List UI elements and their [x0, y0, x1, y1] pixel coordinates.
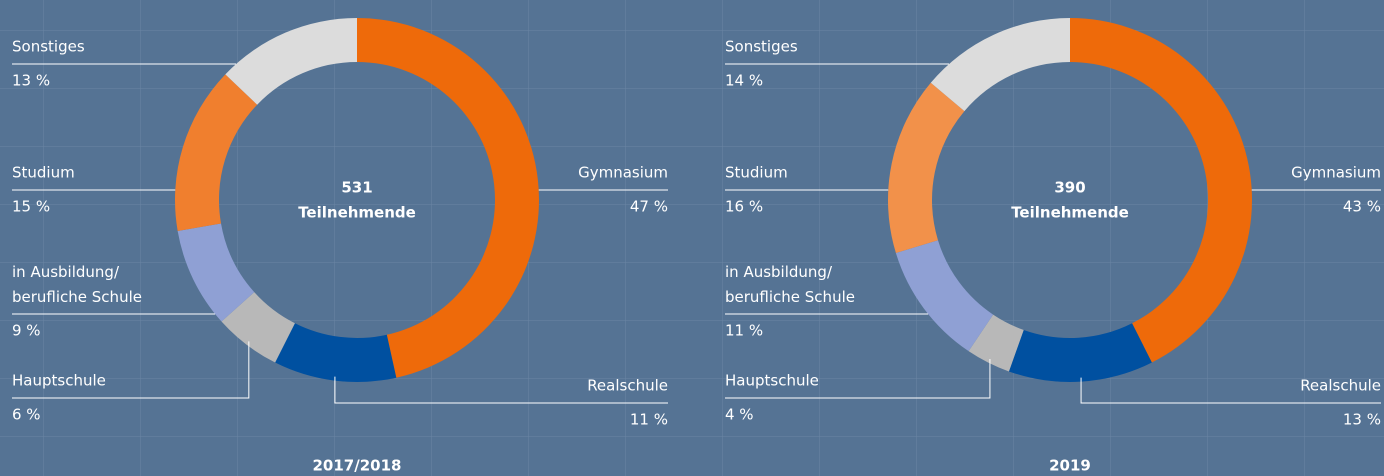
donut-slice [1070, 18, 1253, 363]
value-label: 16 % [725, 198, 763, 216]
category-label: in Ausbildung/berufliche Schule [12, 263, 142, 306]
category-label: in Ausbildung/berufliche Schule [725, 263, 855, 306]
value-label: 15 % [12, 198, 50, 216]
value-label: 13 % [1343, 411, 1381, 429]
center-label: Teilnehmende [298, 204, 416, 222]
category-label: Hauptschule [725, 372, 819, 390]
donut-slice [888, 82, 965, 254]
category-label: Gymnasium [1291, 164, 1381, 182]
donut-slice [275, 323, 397, 382]
category-label: Gymnasium [578, 164, 668, 182]
donut-slice [930, 18, 1070, 112]
donut-slice [1008, 323, 1152, 382]
leader-line [1080, 377, 1381, 404]
category-label: Hauptschule [12, 372, 106, 390]
category-label: Sonstiges [725, 38, 798, 56]
value-label: 13 % [12, 72, 50, 90]
category-label: Studium [12, 164, 75, 182]
leader-line [334, 376, 668, 404]
chart-title: 2017/2018 [313, 457, 402, 475]
value-label: 11 % [725, 322, 763, 340]
donut-slice [221, 292, 295, 363]
center-label: Teilnehmende [1011, 204, 1129, 222]
center-value: 531 [341, 179, 372, 197]
value-label: 4 % [725, 406, 754, 424]
value-label: 47 % [630, 198, 668, 216]
donut-slice [357, 18, 540, 378]
value-label: 11 % [630, 411, 668, 429]
donut-slice [225, 18, 357, 105]
category-label: Studium [725, 164, 788, 182]
leader-line [725, 358, 991, 399]
center-value: 390 [1054, 179, 1085, 197]
donut-slice [175, 74, 258, 231]
category-label: Realschule [1300, 377, 1381, 395]
value-label: 43 % [1343, 198, 1381, 216]
value-label: 9 % [12, 322, 41, 340]
value-label: 14 % [725, 72, 763, 90]
value-label: 6 % [12, 406, 41, 424]
leader-line [12, 341, 250, 399]
donut-slice [968, 314, 1024, 372]
category-label: Sonstiges [12, 38, 85, 56]
donut-slice [895, 240, 994, 352]
chart-title: 2019 [1049, 457, 1091, 475]
donut-slice [177, 223, 255, 322]
category-label: Realschule [587, 377, 668, 395]
